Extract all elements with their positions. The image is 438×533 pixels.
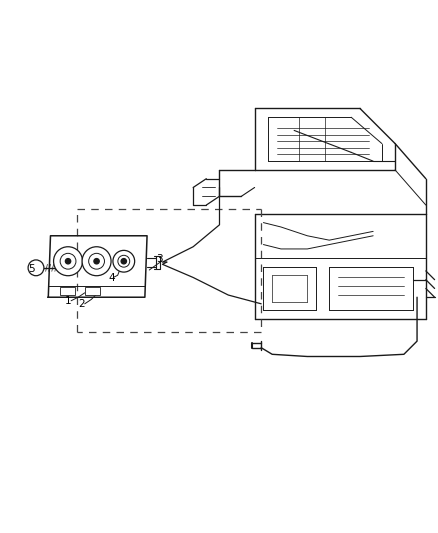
- Circle shape: [28, 260, 44, 276]
- Text: 5: 5: [28, 264, 35, 274]
- Bar: [60, 287, 75, 295]
- Circle shape: [60, 253, 76, 269]
- Circle shape: [88, 253, 104, 269]
- Text: 4: 4: [108, 272, 115, 282]
- Circle shape: [53, 247, 82, 276]
- Bar: [85, 287, 100, 295]
- Circle shape: [121, 259, 126, 264]
- Text: 2: 2: [78, 299, 85, 309]
- Circle shape: [113, 251, 134, 272]
- Circle shape: [65, 259, 71, 264]
- Circle shape: [82, 247, 111, 276]
- Text: 3: 3: [155, 254, 162, 264]
- Circle shape: [117, 255, 130, 267]
- Circle shape: [94, 259, 99, 264]
- Text: 1: 1: [65, 296, 71, 306]
